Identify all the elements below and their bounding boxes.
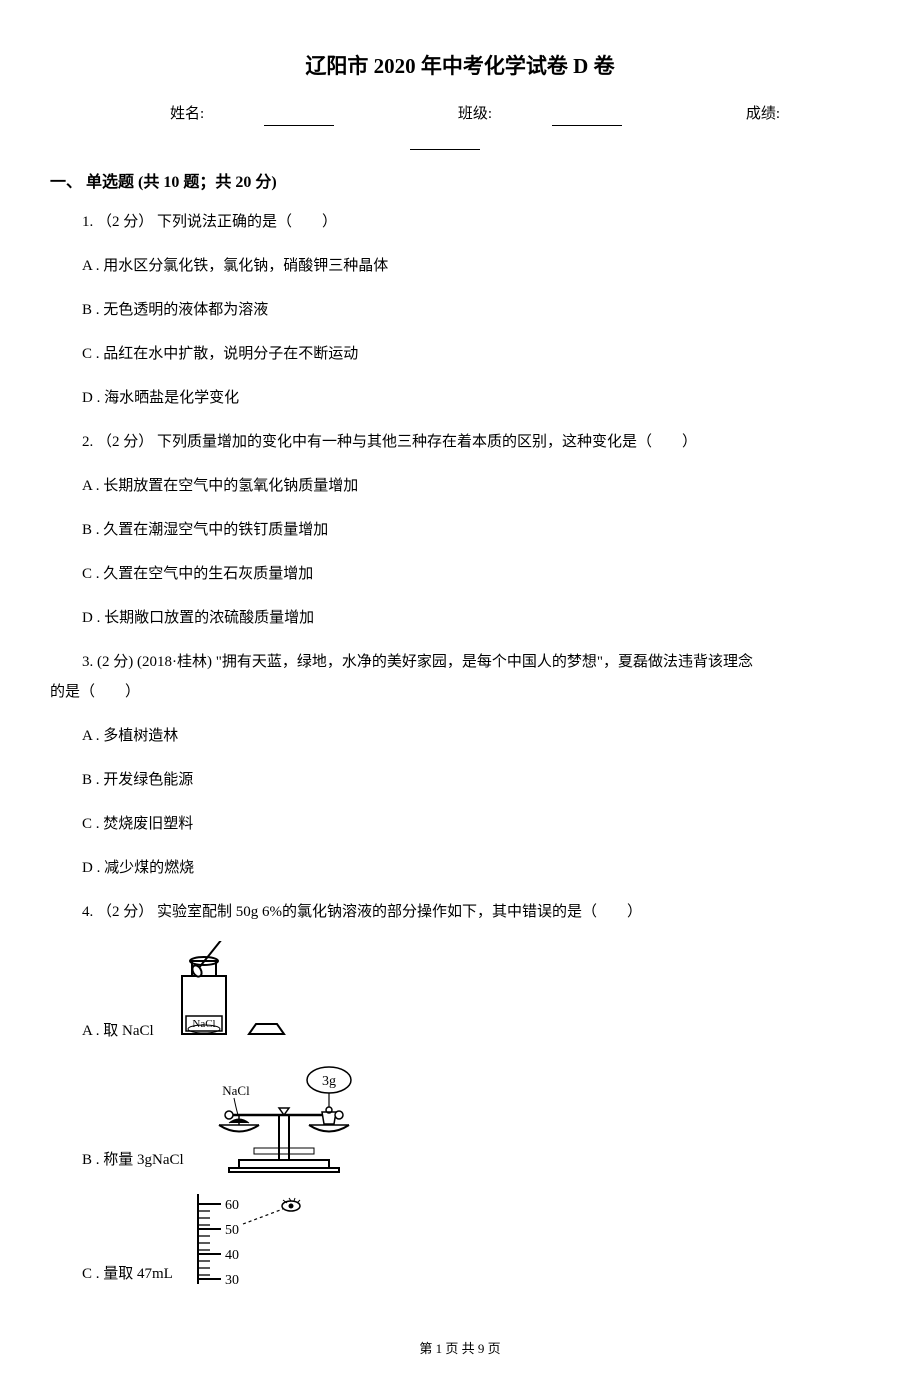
q4-b-text: B . 称量 3gNaCl [82,1145,184,1175]
q4-a-diagram: NaCl [164,941,304,1046]
class-blank [552,111,622,126]
q3-line2: 的是（ ） [50,677,870,707]
score-label: 成绩: [746,106,780,122]
q4-option-b: B . 称量 3gNaCl NaCl [82,1060,870,1175]
svg-text:40: 40 [225,1248,239,1263]
q3-option-b: B . 开发绿色能源 [82,765,193,795]
student-info-row: 姓名: 班级: 成绩: [50,102,870,150]
q4-c-text: C . 量取 47mL [82,1259,173,1289]
q1-option-a: A . 用水区分氯化铁，氯化钠，硝酸钾三种晶体 [82,251,388,281]
q3-option-a: A . 多植树造林 [82,721,178,751]
name-label: 姓名: [170,106,204,122]
q3-option-c: C . 焚烧废旧塑料 [82,809,193,839]
q2-option-a: A . 长期放置在空气中的氢氧化钠质量增加 [82,471,358,501]
q4-a-text: A . 取 NaCl [82,1016,154,1046]
q3-stem: 3. (2 分) (2018·桂林) "拥有天蓝，绿地，水净的美好家园，是每个中… [50,647,870,707]
q3-option-d: D . 减少煤的燃烧 [82,853,194,883]
q2-stem: 2. （2 分） 下列质量增加的变化中有一种与其他三种存在着本质的区别，这种变化… [82,427,870,457]
q1-stem: 1. （2 分） 下列说法正确的是（ ） [82,207,870,237]
q4-c-diagram: 60 50 40 30 [183,1189,313,1289]
svg-text:50: 50 [225,1223,239,1238]
class-label: 班级: [458,106,492,122]
svg-text:30: 30 [225,1273,239,1288]
q2-option-b: B . 久置在潮湿空气中的铁钉质量增加 [82,515,328,545]
svg-text:3g: 3g [322,1074,336,1089]
q4-option-a: A . 取 NaCl NaCl [82,941,870,1046]
svg-text:NaCl: NaCl [222,1083,250,1098]
svg-text:60: 60 [225,1198,239,1213]
name-blank [264,111,334,126]
section-1-heading: 一、 单选题 (共 10 题；共 20 分) [50,170,870,196]
q4-b-diagram: NaCl 3g [194,1060,379,1175]
q1-option-b: B . 无色透明的液体都为溶液 [82,295,268,325]
q1-option-d: D . 海水晒盐是化学变化 [82,383,239,413]
q1-option-c: C . 品红在水中扩散，说明分子在不断运动 [82,339,358,369]
q4-option-c: C . 量取 47mL 60 50 40 30 [82,1189,870,1289]
q4-stem: 4. （2 分） 实验室配制 50g 6%的氯化钠溶液的部分操作如下，其中错误的… [82,897,870,927]
page-title: 辽阳市 2020 年中考化学试卷 D 卷 [50,50,870,84]
q3-line1: 3. (2 分) (2018·桂林) "拥有天蓝，绿地，水净的美好家园，是每个中… [82,647,870,677]
q2-option-d: D . 长期敞口放置的浓硫酸质量增加 [82,603,314,633]
svg-text:NaCl: NaCl [192,1018,215,1030]
page-footer: 第 1 页 共 9 页 [50,1339,870,1360]
score-blank [410,135,480,150]
q2-option-c: C . 久置在空气中的生石灰质量增加 [82,559,313,589]
